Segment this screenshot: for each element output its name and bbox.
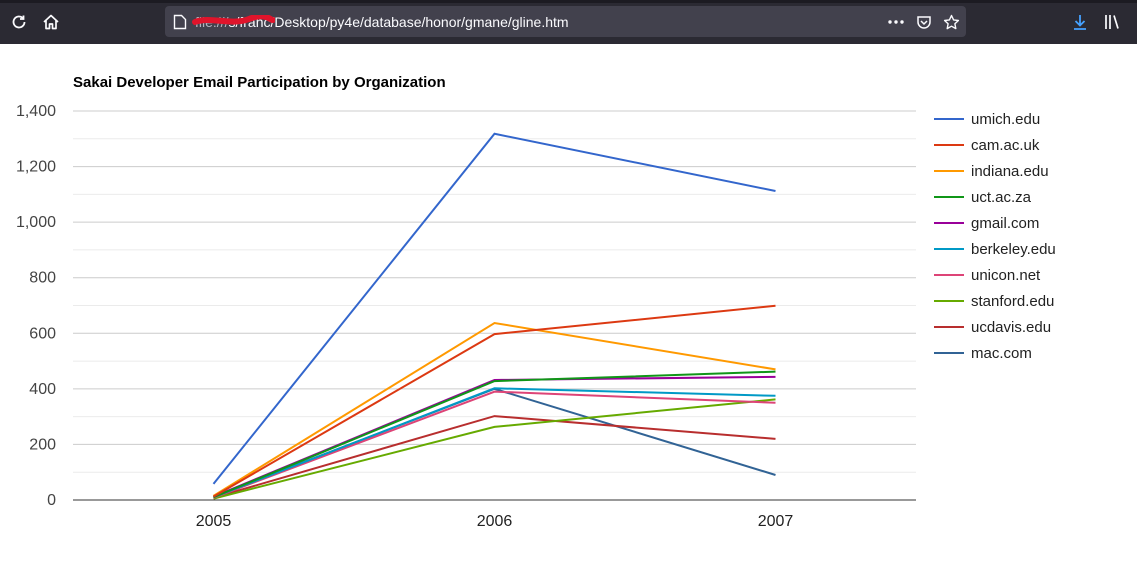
tab-strip xyxy=(0,0,1137,3)
legend-label: gmail.com xyxy=(971,215,1039,232)
more-icon[interactable] xyxy=(885,11,907,33)
home-icon[interactable] xyxy=(39,10,63,34)
legend-label: cam.ac.uk xyxy=(971,137,1040,154)
url-path: s/franc/Desktop/py4e/database/honor/gman… xyxy=(228,14,569,30)
y-tick-label: 1,400 xyxy=(16,103,56,120)
series-lines xyxy=(212,132,776,500)
series-line xyxy=(213,398,776,500)
grid-lines xyxy=(73,110,916,501)
series-line xyxy=(213,387,776,498)
legend-label: mac.com xyxy=(971,345,1032,362)
series-line xyxy=(212,132,776,485)
series-line xyxy=(213,415,776,499)
x-tick-label: 2005 xyxy=(196,513,232,530)
series-line xyxy=(213,370,776,499)
y-tick-label: 0 xyxy=(47,492,56,509)
legend-label: uct.ac.za xyxy=(971,189,1032,206)
legend-label: indiana.edu xyxy=(971,163,1049,180)
legend: umich.edu cam.ac.uk indiana.edu uct.ac.za gm… xyxy=(934,111,1056,362)
y-tick-labels: 0 200 400 600 800 1,000 1,200 1,400 xyxy=(16,103,56,509)
download-icon[interactable] xyxy=(1068,10,1092,34)
page-content: Sakai Developer Email Participation by O… xyxy=(0,44,1137,570)
pocket-icon[interactable] xyxy=(913,11,935,33)
legend-label: stanford.edu xyxy=(971,293,1054,310)
series-line xyxy=(213,387,776,499)
legend-label: ucdavis.edu xyxy=(971,319,1051,336)
legend-label: umich.edu xyxy=(971,111,1040,128)
bookmark-star-icon[interactable] xyxy=(940,11,962,33)
y-tick-label: 800 xyxy=(29,270,56,287)
page-icon[interactable] xyxy=(169,11,191,33)
series-line xyxy=(212,321,776,497)
reload-icon[interactable] xyxy=(7,10,31,34)
y-tick-label: 1,200 xyxy=(16,159,56,176)
browser-toolbar: file:///s/franc/Desktop/py4e/database/ho… xyxy=(0,0,1137,44)
series-line xyxy=(213,375,776,498)
legend-label: berkeley.edu xyxy=(971,241,1056,258)
series-line xyxy=(213,390,776,499)
line-chart: Sakai Developer Email Participation by O… xyxy=(16,74,1056,530)
y-tick-label: 400 xyxy=(29,381,56,398)
x-tick-label: 2006 xyxy=(477,513,513,530)
url-bar[interactable]: file:///s/franc/Desktop/py4e/database/ho… xyxy=(165,6,966,37)
chart-title: Sakai Developer Email Participation by O… xyxy=(73,74,446,91)
x-tick-label: 2007 xyxy=(758,513,794,530)
series-line xyxy=(212,304,776,498)
legend-label: unicon.net xyxy=(971,267,1041,284)
y-tick-label: 200 xyxy=(29,436,56,453)
library-icon[interactable] xyxy=(1100,10,1124,34)
x-tick-labels: 2005 2006 2007 xyxy=(196,513,794,530)
y-tick-label: 600 xyxy=(29,325,56,342)
redaction-mark xyxy=(192,15,275,25)
y-tick-label: 1,000 xyxy=(16,214,56,231)
